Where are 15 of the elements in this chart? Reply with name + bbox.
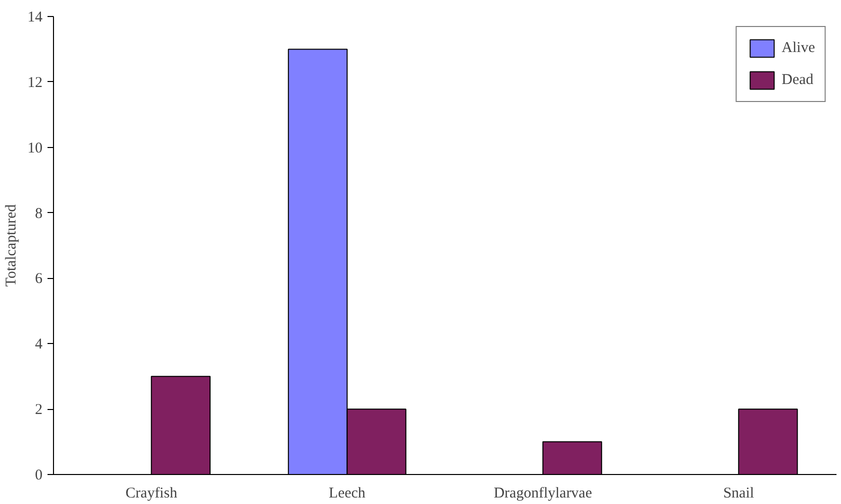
y-tick-label: 6 <box>35 271 43 288</box>
x-tick-label: Snail <box>723 486 754 502</box>
legend-label: Alive <box>782 40 815 56</box>
legend-label: Dead <box>782 72 814 88</box>
y-tick-label: 10 <box>28 140 42 156</box>
y-tick-label: 14 <box>28 10 43 26</box>
y-tick-label: 8 <box>35 206 42 222</box>
x-tick-label: Crayfish <box>126 486 178 502</box>
y-tick-label: 2 <box>35 402 42 418</box>
y-tick-label: 0 <box>35 468 42 484</box>
y-axis-title: Totalcaptured <box>4 204 20 287</box>
x-tick-label: Dragonflylarvae <box>494 486 592 502</box>
y-tick-label: 4 <box>35 336 43 353</box>
x-tick-label: Leech <box>328 486 366 502</box>
y-tick-label: 12 <box>28 74 42 91</box>
